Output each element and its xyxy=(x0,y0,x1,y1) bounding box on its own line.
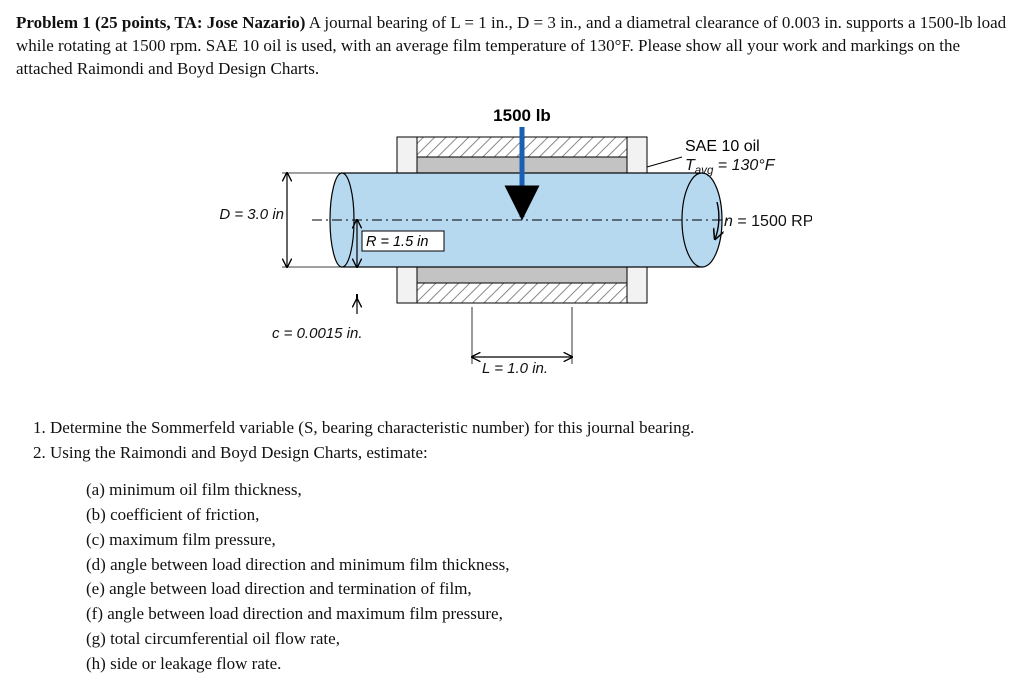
question-1: Determine the Sommerfeld variable (S, be… xyxy=(50,417,1008,440)
sub-h: (h) side or leakage flow rate. xyxy=(86,653,1008,676)
sub-d: (d) angle between load direction and min… xyxy=(86,554,1008,577)
load-label: 1500 lb xyxy=(493,106,551,125)
bearing-svg: 1500 lb SAE 10 oil Tavg = 130°F n = 1500… xyxy=(212,99,812,399)
temp-label: Tavg = 130°F xyxy=(685,155,812,179)
problem-statement: Problem 1 (25 points, TA: Jose Nazario) … xyxy=(16,12,1008,81)
oil-label: SAE 10 oil xyxy=(685,138,760,155)
sub-question-list: (a) minimum oil film thickness, (b) coef… xyxy=(86,479,1008,677)
l-label: L = 1.0 in. xyxy=(482,359,582,383)
sub-b: (b) coefficient of friction, xyxy=(86,504,1008,527)
question-list: Determine the Sommerfeld variable (S, be… xyxy=(16,417,1008,465)
oil-leader xyxy=(647,157,682,167)
sub-a: (a) minimum oil film thickness, xyxy=(86,479,1008,502)
d-label: D = 3.0 in xyxy=(212,205,284,229)
bearing-diagram: 1500 lb SAE 10 oil Tavg = 130°F n = 1500… xyxy=(212,99,812,399)
bushing-bottom xyxy=(417,267,627,283)
sub-g: (g) total circumferential oil flow rate, xyxy=(86,628,1008,651)
sub-f: (f) angle between load direction and max… xyxy=(86,603,1008,626)
c-label: c = 0.0015 in. xyxy=(272,324,432,348)
sub-c: (c) maximum film pressure, xyxy=(86,529,1008,552)
r-label: R = 1.5 in xyxy=(366,234,428,250)
problem-title: Problem 1 (25 points, TA: Jose Nazario) xyxy=(16,13,305,32)
q1-text: Determine the Sommerfeld variable (S, be… xyxy=(50,418,694,437)
rpm-label: n = 1500 RPM xyxy=(724,211,812,235)
question-2: Using the Raimondi and Boyd Design Chart… xyxy=(50,442,1008,465)
sub-e: (e) angle between load direction and ter… xyxy=(86,578,1008,601)
